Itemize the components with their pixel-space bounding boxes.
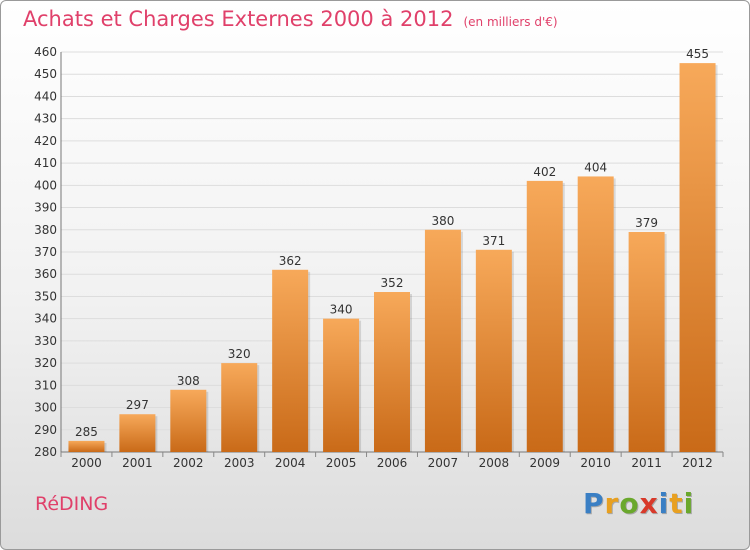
- chart-subtitle: (en milliers d'€): [463, 15, 558, 29]
- bar-2012: [679, 63, 716, 452]
- bar-2004: [272, 269, 309, 452]
- y-tick-label: 340: [34, 312, 57, 326]
- bar-2005: [323, 318, 360, 452]
- bar-2001: [119, 414, 156, 452]
- bar-2011: [628, 232, 665, 452]
- y-tick-label: 350: [34, 289, 57, 303]
- bar-2003: [221, 363, 258, 452]
- bar-2009: [526, 180, 563, 452]
- y-tick-label: 400: [34, 178, 57, 192]
- value-label: 352: [381, 276, 404, 290]
- y-tick-label: 330: [34, 334, 57, 348]
- y-tick-label: 290: [34, 423, 57, 437]
- y-tick-label: 420: [34, 134, 57, 148]
- bars: [68, 63, 718, 452]
- logo-letter: r: [604, 487, 620, 520]
- x-tick-label: 2002: [173, 456, 204, 470]
- y-tick-label: 440: [34, 89, 57, 103]
- y-tick-label: 280: [34, 445, 57, 459]
- logo-letter: t: [669, 487, 684, 520]
- bar-2008: [475, 249, 512, 452]
- chart-title-block: Achats et Charges Externes 2000 à 2012 (e…: [23, 7, 558, 31]
- value-label: 379: [635, 216, 658, 230]
- x-tick-label: 2012: [682, 456, 713, 470]
- logo-letter: x: [639, 487, 659, 520]
- y-tick-label: 390: [34, 201, 57, 215]
- x-tick-label: 2006: [377, 456, 408, 470]
- value-label: 320: [228, 347, 251, 361]
- value-label: 340: [330, 303, 353, 317]
- x-tick-label: 2007: [428, 456, 459, 470]
- value-label: 362: [279, 254, 302, 268]
- value-label: 308: [177, 374, 200, 388]
- logo-letter: o: [619, 487, 640, 520]
- y-tick-label: 360: [34, 267, 57, 281]
- bar-2002: [170, 389, 207, 452]
- x-tick-label: 2008: [479, 456, 510, 470]
- x-tick-label: 2009: [529, 456, 560, 470]
- bar-2006: [374, 292, 410, 452]
- chart-title: Achats et Charges Externes 2000 à 2012: [23, 7, 454, 31]
- y-tick-label: 370: [34, 245, 57, 259]
- y-tick-label: 450: [34, 67, 57, 81]
- value-label: 371: [482, 234, 505, 248]
- y-tick-label: 430: [34, 112, 57, 126]
- y-tick-label: 460: [34, 45, 57, 59]
- bar-2010: [577, 176, 614, 452]
- bar-2007: [424, 229, 461, 452]
- labels: 280 290 300 310 320 330 340 350 360 370 380 390 400 4…: [34, 45, 713, 470]
- x-tick-label: 2005: [326, 456, 357, 470]
- y-tick-label: 310: [34, 378, 57, 392]
- place-name: RéDING: [35, 493, 109, 515]
- logo-letter: i: [683, 487, 695, 520]
- value-label: 297: [126, 398, 149, 412]
- x-tick-label: 2010: [580, 456, 611, 470]
- value-label: 380: [431, 214, 454, 228]
- x-tick-label: 2003: [224, 456, 255, 470]
- value-label: 404: [584, 160, 607, 174]
- x-tick-label: 2000: [71, 456, 102, 470]
- y-tick-label: 380: [34, 223, 57, 237]
- y-tick-label: 410: [34, 156, 57, 170]
- logo-letter: P: [583, 487, 605, 520]
- proxiti-logo: Proxiti: [583, 487, 694, 520]
- x-tick-label: 2011: [631, 456, 662, 470]
- x-tick-label: 2001: [122, 456, 153, 470]
- y-tick-label: 320: [34, 356, 57, 370]
- value-label: 402: [533, 165, 556, 179]
- y-tick-label: 300: [34, 401, 57, 415]
- value-label: 455: [686, 47, 709, 61]
- logo-letter: i: [658, 487, 670, 520]
- x-tick-label: 2004: [275, 456, 306, 470]
- bar-2000: [68, 440, 105, 452]
- value-label: 285: [75, 425, 98, 439]
